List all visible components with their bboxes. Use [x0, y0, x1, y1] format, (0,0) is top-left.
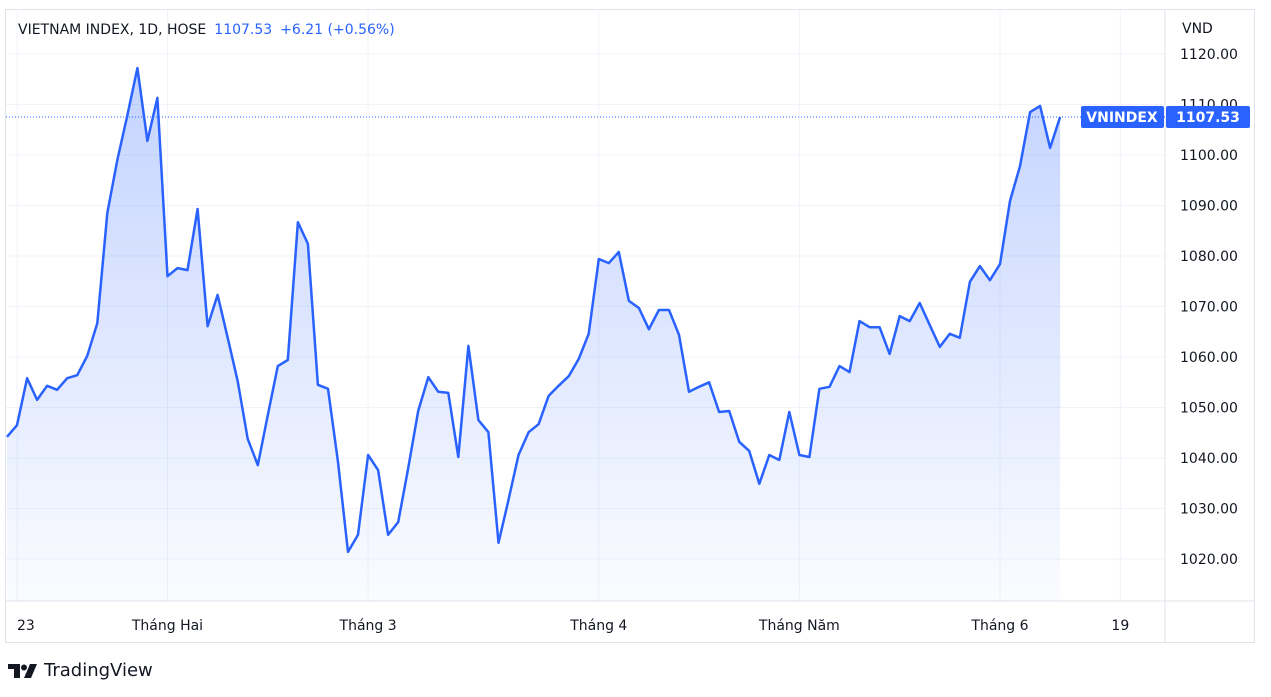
last-price: 1107.53 — [214, 22, 273, 38]
chart-legend: VIETNAM INDEX, 1D, HOSE 1107.53 +6.21 (+0.… — [18, 22, 395, 38]
x-tick-label: Tháng 4 — [569, 618, 627, 634]
y-tick-label: 1060.00 — [1180, 350, 1238, 366]
series-name-label: VNINDEX — [1086, 110, 1158, 126]
area-fill — [7, 68, 1061, 602]
price-change: +6.21 (+0.56%) — [280, 22, 395, 38]
y-tick-label: 1050.00 — [1180, 401, 1238, 417]
symbol-title: VIETNAM INDEX, 1D, HOSE — [18, 22, 207, 38]
last-price-badge — [1166, 105, 1250, 128]
chart-frame — [5, 9, 1255, 643]
tradingview-brand[interactable]: TradingView — [8, 660, 153, 681]
y-tick-label: 1120.00 — [1180, 47, 1238, 63]
y-tick-label: 1040.00 — [1180, 451, 1238, 467]
y-tick-label: 1100.00 — [1180, 148, 1238, 164]
series-line — [6, 66, 1062, 554]
y-tick-label: 1030.00 — [1180, 502, 1238, 518]
brand-name: TradingView — [44, 660, 153, 681]
x-tick-label: Tháng 3 — [339, 618, 397, 634]
x-tick-label: 23 — [17, 618, 35, 634]
y-tick-label: 1080.00 — [1180, 249, 1238, 265]
series-name-badge — [1081, 105, 1164, 128]
y-axis-unit: VND — [1182, 21, 1213, 37]
x-tick-label: Tháng 6 — [970, 618, 1028, 634]
last-price-label: 1107.53 — [1176, 110, 1240, 126]
y-tick-label: 1020.00 — [1180, 552, 1238, 568]
tradingview-logo-icon — [8, 663, 37, 678]
x-tick-label: 19 — [1111, 618, 1129, 634]
y-tick-label: 1070.00 — [1180, 300, 1238, 316]
y-tick-label: 1090.00 — [1180, 199, 1238, 215]
x-tick-label: Tháng Hai — [131, 618, 203, 634]
x-tick-label: Tháng Năm — [758, 618, 840, 634]
